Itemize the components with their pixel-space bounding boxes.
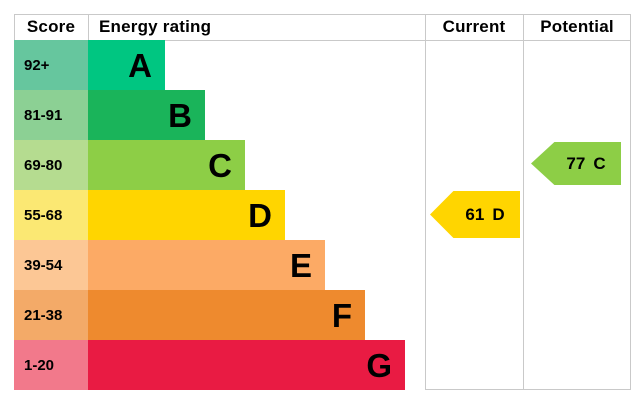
band-row-c: 69-80 C [14, 140, 631, 190]
header-left-border [14, 14, 15, 40]
band-bar-e: E [88, 240, 325, 290]
header-current: Current [442, 17, 506, 36]
potential-band-letter: C [593, 153, 606, 173]
band-row-g: 1-20 G [14, 340, 631, 390]
band-bar-d: D [88, 190, 285, 240]
band-row-f: 21-38 F [14, 290, 631, 340]
band-bar-b: B [88, 90, 205, 140]
header-potential: Potential [540, 17, 614, 36]
potential-rating-arrow: 77 C [531, 142, 621, 185]
score-range-c: 69-80 [14, 140, 88, 190]
score-range-e: 39-54 [14, 240, 88, 290]
header-score: Score [26, 17, 76, 36]
potential-column-divider [523, 14, 524, 390]
score-range-b: 81-91 [14, 90, 88, 140]
band-row-e: 39-54 E [14, 240, 631, 290]
band-row-a: 92+ A [14, 40, 631, 90]
current-column-divider [425, 14, 426, 390]
current-band-letter: D [492, 204, 505, 224]
potential-score: 77 [566, 153, 586, 173]
table-bottom-border [425, 389, 631, 390]
band-bar-a: A [88, 40, 165, 90]
score-range-d: 55-68 [14, 190, 88, 240]
table-right-border [630, 14, 631, 390]
score-range-g: 1-20 [14, 340, 88, 390]
score-range-f: 21-38 [14, 290, 88, 340]
band-row-d: 55-68 D [14, 190, 631, 240]
header-energy-rating: Energy rating [99, 17, 212, 36]
header-bottom-border [14, 40, 631, 41]
score-column-divider [88, 14, 89, 40]
current-score: 61 [465, 204, 485, 224]
band-bar-g: G [88, 340, 405, 390]
band-row-b: 81-91 B [14, 90, 631, 140]
score-range-a: 92+ [14, 40, 88, 90]
band-bar-c: C [88, 140, 245, 190]
band-bar-f: F [88, 290, 365, 340]
table-top-border [14, 14, 631, 15]
